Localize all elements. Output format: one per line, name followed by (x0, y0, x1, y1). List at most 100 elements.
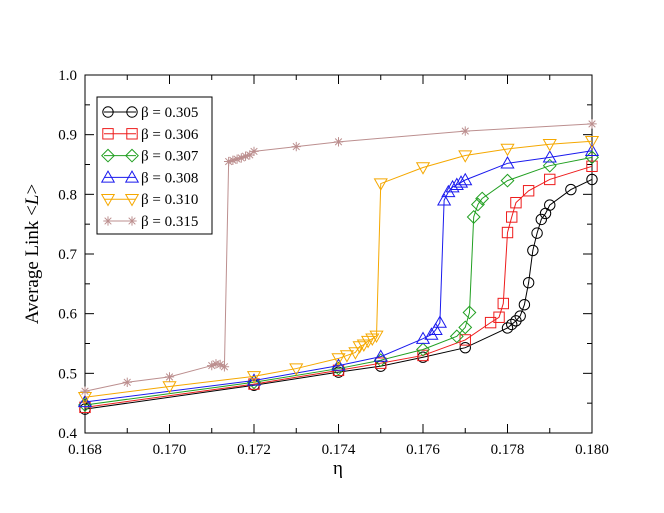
legend-marker (126, 106, 138, 118)
data-point (506, 211, 518, 223)
legend-label: β = 0.306 (141, 127, 199, 143)
x-tick-label: 0.174 (322, 442, 356, 458)
data-point (289, 363, 304, 376)
data-point (565, 183, 577, 196)
data-point (162, 381, 177, 394)
data-point (373, 349, 388, 362)
data-point (501, 226, 514, 239)
y-tick-label: 0.4 (58, 426, 77, 442)
data-point (441, 184, 456, 198)
data-point (219, 362, 230, 372)
legend-marker (102, 128, 114, 140)
y-axis-title: Average Link <L> (22, 184, 43, 324)
data-point (459, 341, 471, 354)
data-point (453, 175, 469, 188)
data-point (531, 227, 543, 239)
data-point (437, 193, 452, 206)
series-line (84, 150, 593, 403)
legend-item: β = 0.307 (101, 148, 199, 165)
y-tick-labels: 0.4 0.5 0.6 0.7 0.8 0.9 1.0 (58, 68, 77, 442)
x-axis-title: η (333, 458, 343, 479)
data-point (246, 373, 262, 386)
x-tick-label: 0.170 (153, 442, 187, 458)
x-tick-label: 0.172 (237, 442, 271, 458)
data-point (207, 360, 217, 371)
y-tick-label: 0.5 (58, 366, 77, 382)
legend-marker (100, 194, 116, 207)
data-point (348, 347, 363, 360)
legend-marker (101, 148, 115, 163)
y-axis-title-variable: L (22, 195, 43, 207)
y-tick-label: 0.6 (58, 307, 77, 323)
legend-marker (124, 194, 140, 207)
data-point (331, 358, 346, 371)
data-point (460, 126, 470, 136)
data-point (458, 172, 473, 186)
y-tick-label: 0.8 (58, 187, 77, 203)
x-tick-labels: 0.168 0.170 0.172 0.174 0.176 0.178 0.180 (68, 442, 609, 458)
data-point (352, 341, 367, 354)
data-point (542, 158, 557, 173)
data-point (514, 310, 526, 322)
data-point (333, 137, 344, 147)
data-point (79, 401, 91, 414)
legend-box (96, 96, 213, 235)
data-point (544, 199, 556, 211)
data-point (475, 191, 490, 206)
data-point (542, 150, 557, 163)
data-point (291, 141, 301, 152)
data-point (535, 213, 547, 226)
data-point (331, 353, 346, 366)
data-point (497, 297, 509, 310)
series-4 (77, 143, 600, 408)
legend-label: β = 0.310 (141, 192, 198, 208)
data-point (240, 151, 251, 161)
data-point (424, 327, 439, 340)
data-point (122, 377, 132, 387)
series-layer (77, 119, 600, 415)
data-point (249, 146, 259, 157)
data-point (527, 244, 539, 257)
x-tick-label: 0.176 (406, 442, 440, 458)
data-point (458, 150, 473, 163)
data-point (466, 210, 481, 224)
data-point (518, 299, 531, 311)
legend-label: β = 0.307 (141, 149, 199, 165)
data-point (375, 357, 387, 369)
legend: β = 0.305 β = 0.306 β = 0.307 β = 0.308 β = … (96, 96, 213, 235)
axis-ticks (84, 74, 593, 434)
legend-marker (126, 128, 138, 140)
data-point (223, 156, 234, 167)
data-point (587, 119, 597, 129)
legend-item: β = 0.310 (100, 192, 198, 208)
data-point (236, 153, 247, 163)
data-point (493, 311, 505, 323)
legend-item: β = 0.308 (100, 170, 198, 186)
data-point (428, 322, 443, 335)
data-point (77, 394, 93, 408)
data-point (80, 386, 90, 396)
series-line (84, 123, 593, 392)
x-tick-label: 0.178 (491, 442, 525, 458)
data-point (586, 160, 598, 172)
data-point (500, 143, 515, 157)
series-5 (77, 136, 600, 405)
data-point (522, 185, 535, 197)
series-line (84, 165, 593, 408)
data-point (586, 173, 598, 186)
data-point (369, 330, 384, 343)
data-point (373, 178, 388, 191)
x-tick-label: 0.168 (68, 442, 102, 458)
data-point (339, 350, 355, 363)
data-point (432, 315, 448, 328)
data-point (510, 196, 522, 209)
data-point (584, 143, 600, 156)
legend-label: β = 0.315 (141, 214, 198, 230)
legend-marker (102, 106, 114, 118)
legend-marker (125, 148, 139, 163)
data-point (417, 349, 429, 362)
data-point (215, 359, 225, 370)
series-line (84, 156, 593, 406)
data-point (415, 162, 431, 175)
